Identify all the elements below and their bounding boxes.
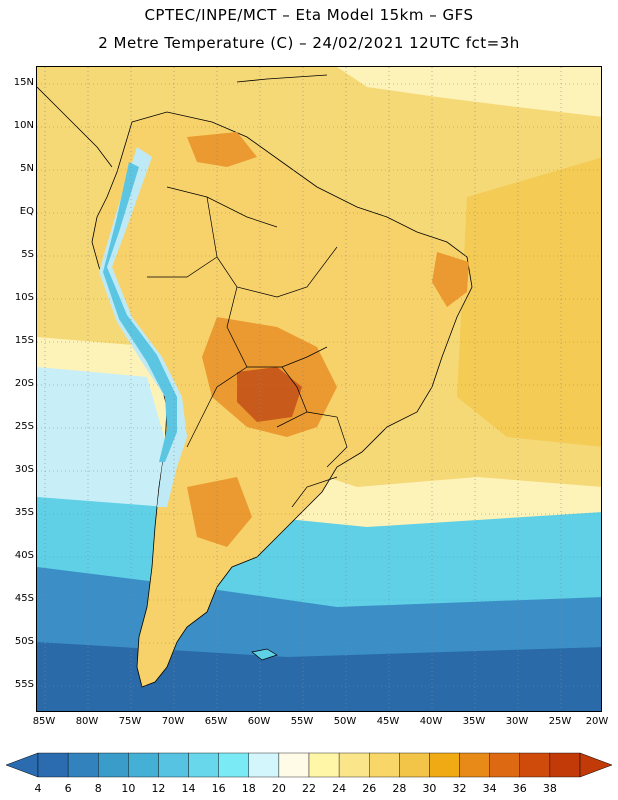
lat-label-50s: 50S [14,636,34,647]
lon-label-45w: 45W [376,716,400,727]
colorbar-label: 24 [332,782,347,795]
map-title-line1: CPTEC/INPE/MCT – Eta Model 15km – GFS [144,6,474,24]
country-borders [147,186,348,508]
map-title-line2: 2 Metre Temperature (C) – 24/02/2021 12U… [98,34,520,52]
colorbar-swatch [459,752,490,778]
andes-cool-strip [99,147,187,507]
colorbar-label: 18 [241,782,256,795]
land-hot-north [187,132,257,167]
colorbar-label: 30 [422,782,437,795]
colorbar-swatch [369,752,400,778]
colorbar-swatch [519,752,551,778]
colorbar-label: 8 [94,782,102,795]
lon-label-25w: 25W [548,716,572,727]
lat-label-10s: 10S [14,292,34,303]
lat-label-40s: 40S [14,550,34,561]
colorbar-swatch [158,752,189,778]
colorbar-label: 32 [452,782,467,795]
lat-label-20s: 20S [14,378,34,389]
lat-label-10n: 10N [13,120,34,131]
colorbar-swatch [67,752,99,778]
colorbar-label: 28 [392,782,407,795]
lat-label-15s: 15S [14,335,34,346]
land-hot-patagonia [187,477,252,547]
lon-label-70w: 70W [161,716,185,727]
colorbar-left-arrow [5,752,39,778]
colorbar-swatch [308,752,340,778]
colorbar-label: 4 [34,782,42,795]
colorbar-swatch [218,752,249,778]
lon-label-85w: 85W [32,716,56,727]
lon-label-65w: 65W [204,716,228,727]
colorbar-swatch [399,752,430,778]
colorbar-swatch [489,752,520,778]
lat-label-25s: 25S [14,421,34,432]
colorbar-label: 12 [151,782,166,795]
lon-label-75w: 75W [118,716,142,727]
colorbar-label: 14 [181,782,196,795]
colorbar-swatch [98,752,129,778]
colorbar-swatch [278,752,310,778]
lat-label-30s: 30S [14,464,34,475]
colorbar [5,752,613,778]
colorbar-swatch [128,752,159,778]
colorbar-label: 20 [271,782,286,795]
lat-label-5n: 5N [20,163,34,174]
colorbar-label: 26 [362,782,377,795]
colorbar-label: 22 [302,782,316,795]
colorbar-label: 16 [211,782,226,795]
ocean-hot-band-east [457,157,601,447]
falkland-islands [251,648,278,661]
colorbar-swatch [188,752,219,778]
lat-label-35s: 35S [14,507,34,518]
lat-label-45s: 45S [14,593,34,604]
colorbar-swatch [549,752,581,778]
land-hot-northeast [432,252,469,307]
lon-label-80w: 80W [75,716,99,727]
colorbar-label: 38 [542,782,557,795]
lon-label-40w: 40W [419,716,443,727]
ocean-deep-band [37,642,601,711]
colorbar-swatch [429,752,460,778]
lon-label-35w: 35W [462,716,486,727]
lon-label-60w: 60W [247,716,271,727]
land-very-hot-region [237,367,302,422]
colorbar-label: 6 [64,782,72,795]
andes-cold-strip [103,162,177,462]
lat-label-55s: 55S [14,679,34,690]
lat-label-eq: EQ [19,206,34,217]
lon-label-55w: 55W [290,716,314,727]
colorbar-swatch [37,752,69,778]
lon-label-30w: 30W [505,716,529,727]
temperature-map [36,66,602,712]
colorbar-label: 10 [121,782,136,795]
ocean-pale-band-north [337,67,601,117]
colorbar-swatches [37,752,581,778]
lon-label-20w: 20W [585,716,609,727]
colorbar-swatch [248,752,280,778]
lat-label-5s: 5S [21,249,34,260]
colorbar-right-arrow [579,752,613,778]
lon-label-50w: 50W [333,716,357,727]
colorbar-swatch [338,752,370,778]
colorbar-label: 36 [512,782,527,795]
colorbar-label: 34 [482,782,497,795]
central-america-coast [37,74,328,168]
lat-label-15n: 15N [13,77,34,88]
temperature-map-svg [37,67,601,711]
